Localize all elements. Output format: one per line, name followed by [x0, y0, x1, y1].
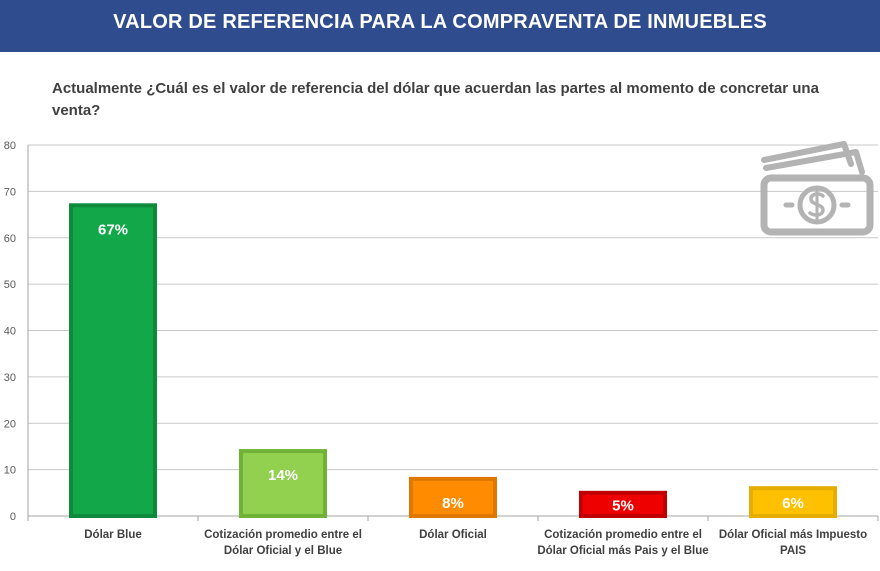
y-tick-label: 20: [4, 418, 16, 430]
x-category-label: Dólar Oficial: [419, 529, 487, 541]
data-label: 6%: [782, 495, 804, 512]
bar: [409, 476, 497, 518]
y-tick-label: 30: [4, 372, 16, 384]
x-category-label: Dólar Oficial más Pais y el Blue: [537, 545, 708, 557]
page-title: VALOR DE REFERENCIA PARA LA COMPRAVENTA …: [113, 10, 767, 33]
money-bill-dollar-icon: [760, 141, 874, 236]
title-banner: VALOR DE REFERENCIA PARA LA COMPRAVENTA …: [0, 0, 880, 52]
bar: [69, 203, 157, 518]
data-label: 5%: [612, 497, 634, 514]
bar: [749, 486, 837, 518]
bar: [579, 490, 667, 518]
x-category-label: Dólar Oficial más Impuesto: [719, 529, 867, 541]
y-tick-label: 10: [4, 465, 16, 477]
survey-question: Actualmente ¿Cuál es el valor de referen…: [52, 80, 819, 119]
y-tick-label: 40: [4, 326, 16, 338]
y-tick-label: 50: [4, 279, 16, 291]
data-label: 8%: [442, 495, 464, 512]
data-label: 67%: [98, 221, 128, 238]
x-category-label: Cotización promedio entre el: [204, 529, 362, 541]
y-tick-label: 70: [4, 186, 16, 198]
bar: [239, 449, 327, 519]
x-category-label: PAIS: [780, 545, 806, 557]
x-category-label: Dólar Blue: [84, 529, 142, 541]
y-tick-label: 60: [4, 233, 16, 245]
y-tick-label: 80: [4, 140, 16, 152]
data-label: 14%: [268, 467, 298, 484]
x-category-label: Dólar Oficial y el Blue: [224, 545, 342, 557]
y-tick-label: 0: [10, 511, 16, 523]
x-category-label: Cotización promedio entre el: [544, 529, 702, 541]
